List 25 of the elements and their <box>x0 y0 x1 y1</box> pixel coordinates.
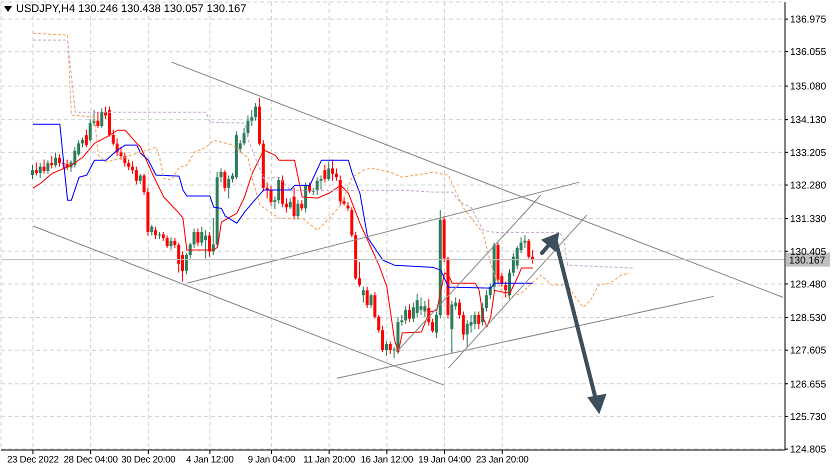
x-tick-label: 11 Jan 20:00 <box>303 454 356 466</box>
y-tick-label: 129.480 <box>790 279 827 290</box>
ref-line-label: 130.167 <box>789 256 826 267</box>
y-tick-label: 125.730 <box>790 412 827 423</box>
x-tick-label: 16 Jan 12:00 <box>360 454 414 466</box>
y-tick-label: 130.405 <box>790 246 827 258</box>
y-tick-label: 124.805 <box>790 444 827 456</box>
x-tick-label: 9 Jan 04:00 <box>248 454 296 466</box>
y-tick-label: 136.975 <box>790 14 827 26</box>
x-tick-label: 4 Jan 12:00 <box>186 454 234 466</box>
y-tick-label: 133.205 <box>790 148 827 159</box>
y-tick-label: 126.655 <box>790 379 827 390</box>
y-tick-label: 136.055 <box>790 47 827 58</box>
y-tick-label: 131.330 <box>790 214 827 226</box>
y-tick-label: 134.130 <box>790 115 827 126</box>
chart-title: USDJPY,H4 130.246 130.438 130.057 130.167 <box>16 3 246 15</box>
x-tick-label: 28 Dec 04:00 <box>64 454 118 466</box>
x-tick-label: 23 Jan 20:00 <box>476 454 529 466</box>
x-tick-label: 19 Jan 04:00 <box>418 454 471 466</box>
y-tick-label: 127.605 <box>790 346 827 357</box>
y-tick-label: 135.080 <box>790 82 827 93</box>
x-tick-label: 30 Dec 20:00 <box>121 454 176 466</box>
x-tick-label: 23 Dec 2022 <box>7 454 59 466</box>
y-tick-label: 128.530 <box>790 313 827 324</box>
y-tick-label: 132.280 <box>790 180 827 192</box>
